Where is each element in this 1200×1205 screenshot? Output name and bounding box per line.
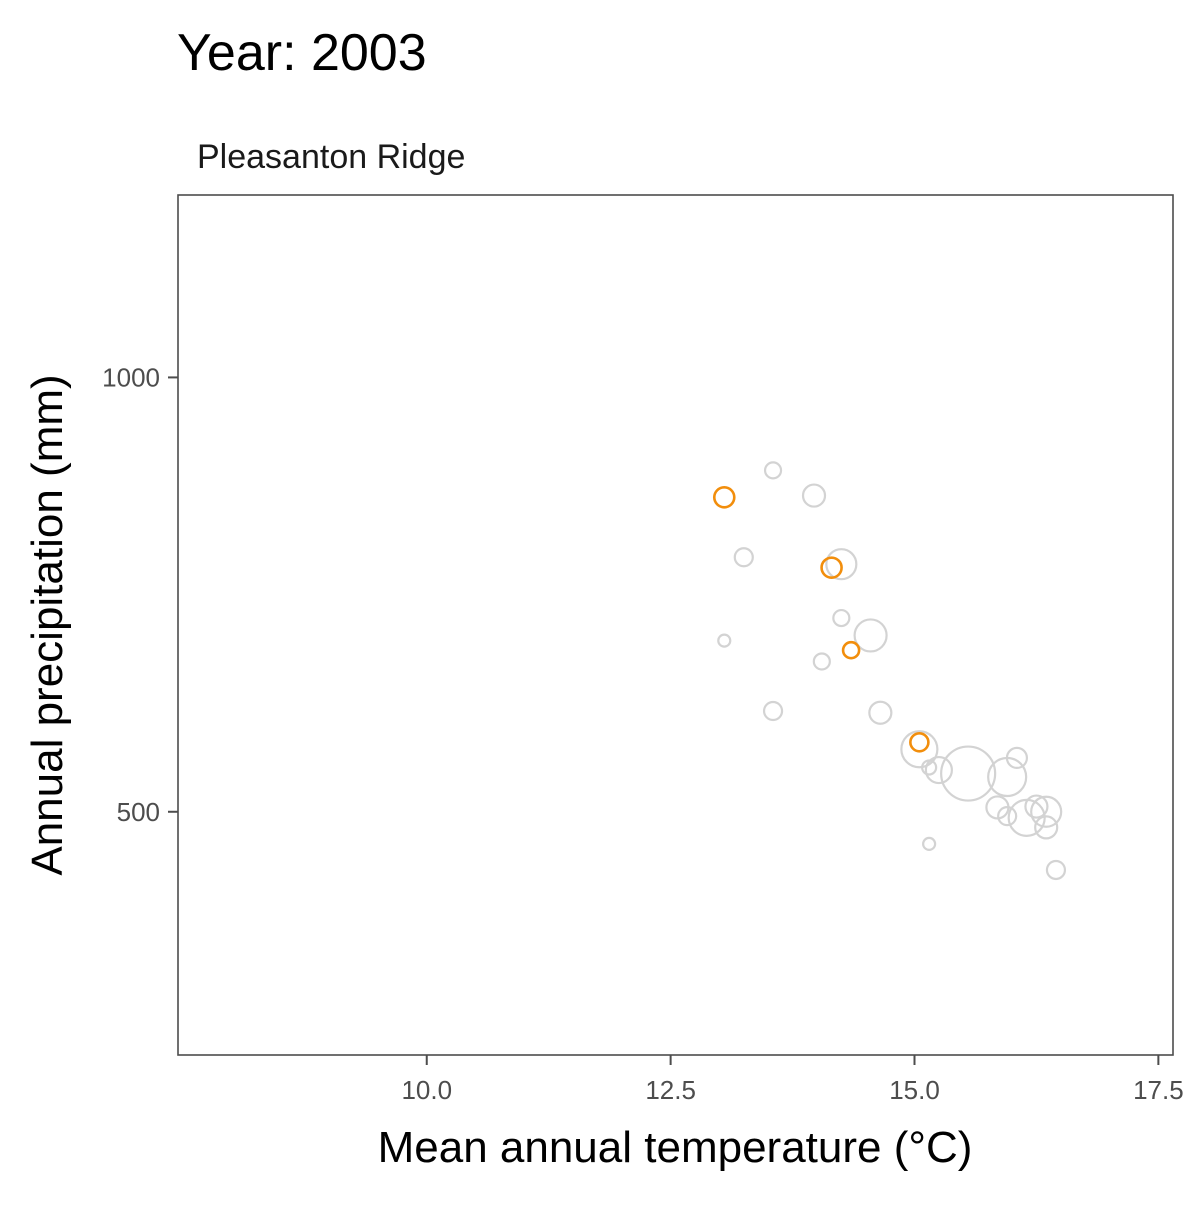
background-point: [1005, 746, 1029, 770]
y-tick-label: 1000: [102, 362, 160, 392]
background-point: [825, 548, 858, 581]
chart-title: Year: 2003: [177, 24, 427, 82]
background-point: [812, 652, 831, 671]
background-point: [1045, 859, 1067, 881]
highlight-point: [820, 556, 843, 579]
x-tick-label: 15.0: [889, 1075, 940, 1105]
x-tick-label: 10.0: [401, 1075, 452, 1105]
y-axis: 500 1000: [102, 362, 178, 827]
background-point: [1030, 795, 1063, 828]
background-point: [763, 461, 783, 480]
x-tick-label: 17.5: [1133, 1075, 1184, 1105]
plot-panel: [177, 194, 1174, 1056]
background-point: [717, 633, 732, 648]
y-axis-label: Annual precipitation (mm): [23, 374, 72, 875]
background-point: [1034, 815, 1059, 840]
background-point: [762, 700, 784, 722]
background-point: [940, 745, 997, 802]
x-axis-label: Mean annual temperature (°C): [378, 1123, 973, 1172]
y-tick-label: 500: [117, 797, 160, 827]
background-point: [868, 700, 893, 725]
background-point: [924, 755, 953, 785]
highlight-point: [712, 486, 736, 509]
background-point: [997, 806, 1018, 827]
background-point: [832, 608, 851, 628]
background-point: [801, 483, 827, 508]
background-point: [853, 618, 888, 653]
background-point: [900, 730, 939, 769]
highlight-point: [841, 640, 861, 660]
highlight-point: [909, 731, 930, 753]
background-point: [922, 836, 937, 852]
x-tick-label: 12.5: [645, 1075, 696, 1105]
chart-subtitle: Pleasanton Ridge: [197, 138, 465, 176]
x-axis: 10.0 12.5 15.0 17.5: [401, 1055, 1184, 1105]
background-point: [1024, 794, 1049, 819]
background-point: [733, 547, 754, 568]
points-layer: [712, 461, 1067, 881]
